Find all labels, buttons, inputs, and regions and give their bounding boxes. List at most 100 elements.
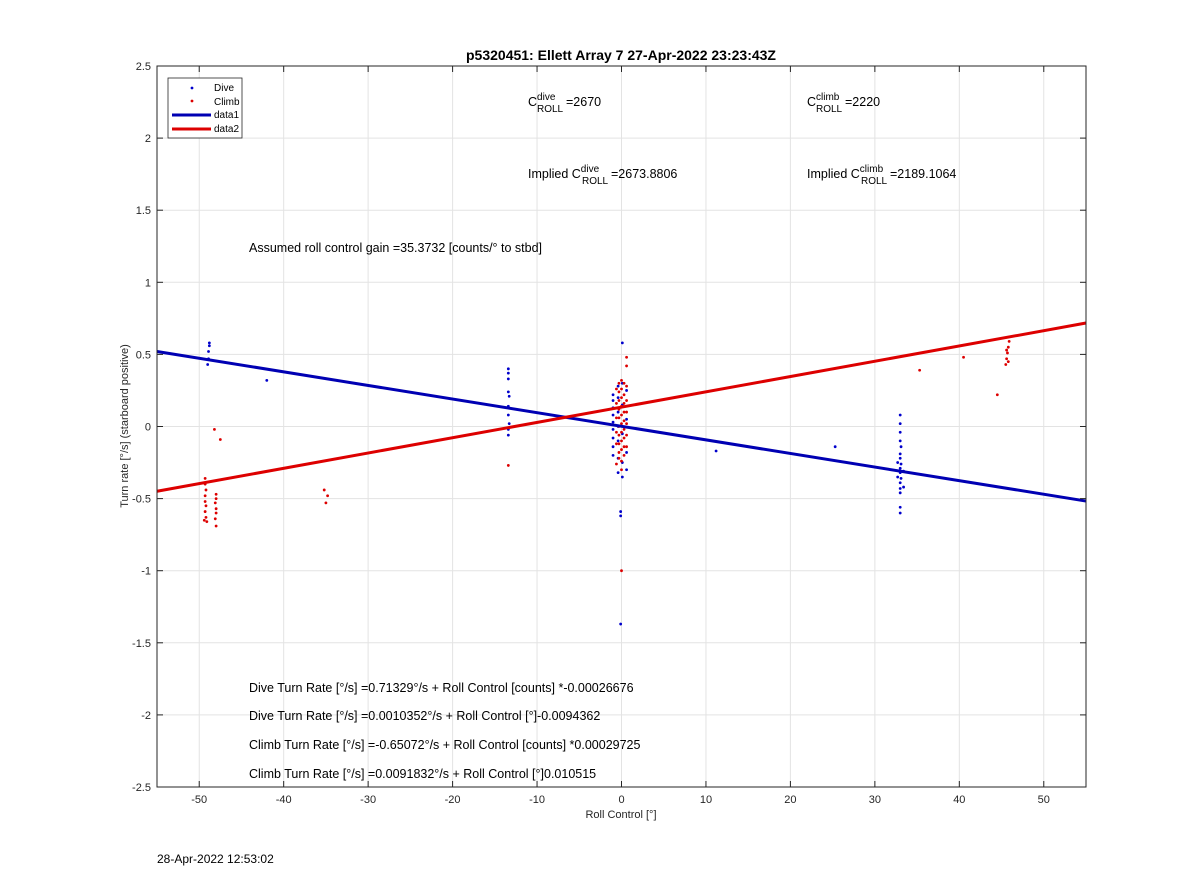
- point-dive: [625, 468, 628, 472]
- point-dive: [619, 510, 623, 513]
- implied-dive-sub: ROLL: [582, 176, 609, 187]
- x-tick-label: 50: [1038, 794, 1050, 806]
- y-tick-label: -1.5: [132, 638, 151, 650]
- point-climb: [204, 488, 208, 492]
- point-dive: [833, 445, 837, 449]
- y-tick-label: -2.5: [132, 782, 151, 794]
- point-climb: [214, 511, 218, 515]
- point-climb: [1006, 360, 1010, 364]
- point-climb: [213, 517, 217, 521]
- point-climb: [617, 456, 621, 460]
- point-climb: [617, 399, 621, 402]
- y-tick-label: -0.5: [132, 494, 151, 506]
- point-dive: [898, 456, 902, 460]
- point-dive: [611, 436, 615, 440]
- point-dive: [616, 396, 620, 400]
- implied-climb-sub: ROLL: [861, 176, 888, 187]
- point-dive: [898, 439, 902, 443]
- point-dive: [898, 422, 902, 426]
- implied-dive-sup: dive: [581, 164, 600, 175]
- point-dive: [506, 390, 510, 394]
- point-climb: [620, 459, 623, 463]
- point-climb: [203, 510, 207, 513]
- legend-dive-label: Dive: [214, 83, 234, 94]
- point-climb: [506, 464, 510, 467]
- point-dive: [896, 461, 900, 464]
- point-climb: [204, 515, 208, 519]
- point-climb: [617, 390, 621, 394]
- point-climb: [1006, 345, 1010, 349]
- implied-climb-sup: climb: [860, 164, 884, 175]
- point-dive: [899, 462, 903, 466]
- y-tick-label: 1.5: [136, 205, 151, 217]
- climb-counts-equation: Climb Turn Rate [°/s] =-0.65072°/s + Rol…: [249, 738, 641, 752]
- fit-line-data2: [156, 321, 1087, 493]
- c-climb-sup: climb: [816, 92, 840, 103]
- x-tick-label: 0: [618, 794, 624, 806]
- point-climb: [620, 569, 623, 573]
- y-tick-label: 2: [145, 133, 151, 145]
- fit-lines: [156, 321, 1087, 503]
- point-dive: [611, 453, 615, 457]
- x-tick-label: -30: [360, 794, 376, 806]
- y-axis-label: Turn rate [°/s] (starboard positive): [119, 344, 131, 508]
- implied-climb-value: =2189.1064: [890, 167, 956, 181]
- point-dive: [898, 511, 902, 515]
- x-tick-label: 30: [869, 794, 881, 806]
- point-dive: [207, 344, 211, 348]
- point-climb: [620, 378, 623, 382]
- point-climb: [620, 413, 623, 417]
- c-dive-base: C: [528, 95, 537, 109]
- point-climb: [625, 410, 628, 414]
- point-dive: [206, 363, 210, 366]
- point-climb: [620, 448, 623, 451]
- point-climb: [622, 427, 626, 431]
- x-tick-label: -40: [276, 794, 292, 806]
- point-climb: [620, 422, 623, 426]
- y-tick-label: -1: [141, 566, 151, 578]
- point-dive: [207, 350, 210, 353]
- point-dive: [506, 433, 510, 437]
- point-dive: [898, 505, 902, 509]
- point-climb: [622, 402, 626, 405]
- point-climb: [622, 393, 626, 397]
- point-climb: [622, 381, 626, 385]
- y-tick-label: 0.5: [136, 349, 151, 361]
- point-climb: [203, 500, 207, 503]
- point-dive: [611, 393, 615, 397]
- c-roll-dive-annotation: Cdive ROLL=2670: [528, 92, 601, 115]
- point-dive: [625, 389, 628, 392]
- chart-title: p5320451: Ellett Array 7 27-Apr-2022 23:…: [466, 47, 776, 63]
- point-climb: [625, 399, 628, 402]
- point-climb: [1005, 357, 1009, 361]
- point-climb: [213, 501, 217, 505]
- point-dive: [619, 514, 623, 518]
- point-climb: [615, 462, 618, 466]
- c-dive-sub: ROLL: [537, 104, 564, 115]
- point-dive: [899, 477, 903, 480]
- point-climb: [625, 422, 628, 426]
- point-climb: [620, 430, 623, 434]
- point-dive: [616, 384, 620, 388]
- point-dive: [898, 491, 902, 495]
- point-dive: [611, 399, 615, 402]
- point-dive: [899, 445, 903, 449]
- point-climb: [324, 501, 328, 505]
- x-tick-label: 10: [700, 794, 712, 806]
- point-dive: [619, 622, 623, 626]
- x-tick-label: -10: [529, 794, 545, 806]
- x-axis-label: Roll Control [°]: [585, 809, 656, 821]
- point-climb: [617, 381, 621, 385]
- point-climb: [918, 368, 922, 372]
- point-dive: [507, 422, 511, 426]
- point-climb: [214, 492, 218, 496]
- c-roll-climb-annotation: Cclimb ROLL=2220: [807, 92, 880, 115]
- point-dive: [714, 449, 718, 453]
- dive-degrees-equation: Dive Turn Rate [°/s] =0.0010352°/s + Rol…: [249, 709, 600, 723]
- point-climb: [214, 524, 218, 528]
- point-climb: [615, 387, 618, 391]
- x-tick-label: -50: [191, 794, 207, 806]
- point-climb: [617, 451, 621, 454]
- y-tick-label: 0: [145, 422, 151, 434]
